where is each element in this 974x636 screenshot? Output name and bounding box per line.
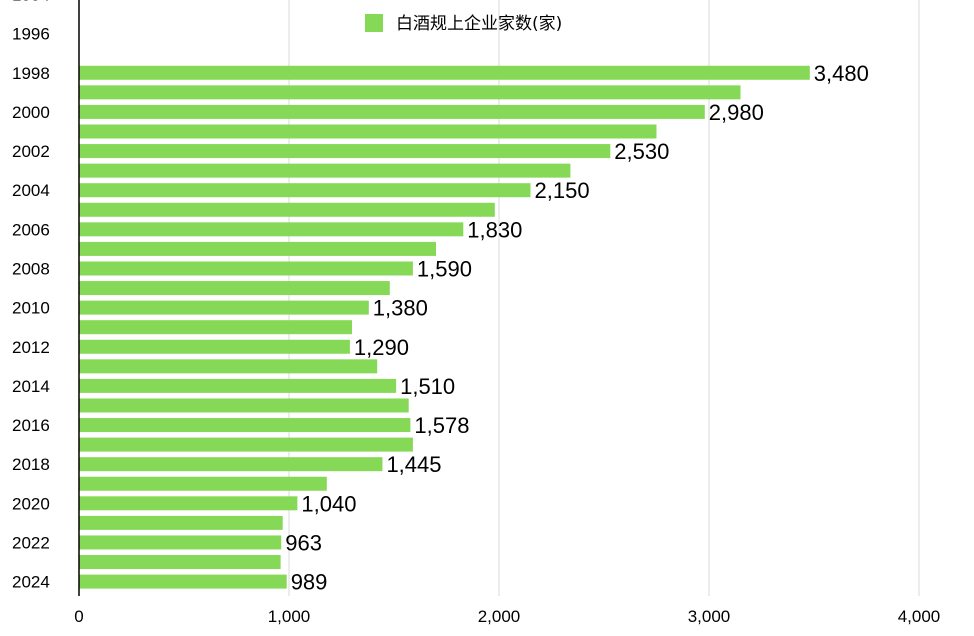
y-tick-label: 2004: [12, 181, 50, 200]
bar: [79, 65, 810, 80]
bar: [79, 222, 464, 237]
y-axis-labels: 1994 1996 1998 2000 2002 2004 2006 2008 2010 2012…: [12, 0, 50, 592]
y-tick-label: 2002: [12, 142, 50, 161]
data-label: 963: [285, 530, 322, 555]
x-tick-label: 3,000: [688, 607, 731, 626]
bar: [79, 339, 350, 354]
bar: [79, 183, 531, 198]
data-label: 2,150: [535, 178, 590, 203]
y-tick-label: 2014: [12, 377, 50, 396]
bar: [79, 437, 413, 452]
y-tick-label: 1998: [12, 64, 50, 83]
bars-group: [79, 65, 810, 589]
bar: [79, 241, 436, 256]
y-tick-label: 2018: [12, 455, 50, 474]
data-label: 3,480: [814, 61, 869, 86]
y-tick-label: 1996: [12, 25, 50, 44]
data-label: 1,590: [417, 256, 472, 281]
bar: [79, 300, 369, 315]
y-tick-label: 2000: [12, 103, 50, 122]
bar: [79, 124, 657, 139]
bar: [79, 163, 571, 178]
bar: [79, 555, 281, 570]
bar: [79, 398, 409, 413]
data-label: 989: [291, 570, 328, 595]
data-labels-group: 3,480 2,980 2,530 2,150 1,830 1,590 1,380 1,290…: [285, 61, 869, 595]
data-label: 1,578: [414, 413, 469, 438]
y-tick-label: 2024: [12, 573, 50, 592]
bar: [79, 457, 383, 472]
bar: [79, 574, 287, 589]
x-tick-label: 4,000: [898, 607, 941, 626]
data-label: 2,530: [614, 139, 669, 164]
bar: [79, 535, 282, 550]
y-tick-label: 2006: [12, 220, 50, 239]
bar: [79, 515, 283, 530]
data-label: 1,830: [467, 217, 522, 242]
y-tick-label: 1994: [12, 0, 50, 5]
bar: [79, 320, 352, 335]
data-label: 1,380: [373, 296, 428, 321]
data-label: 1,510: [400, 374, 455, 399]
bar: [79, 202, 495, 217]
y-tick-label: 2020: [12, 494, 50, 513]
bar: [79, 378, 397, 393]
data-label: 1,040: [301, 491, 356, 516]
bar: [79, 261, 413, 276]
bar: [79, 104, 705, 119]
y-tick-label: 2016: [12, 416, 50, 435]
x-tick-label: 0: [74, 607, 83, 626]
legend-swatch: [365, 14, 383, 32]
bar: [79, 144, 611, 159]
legend-label: 白酒规上企业家数(家): [396, 14, 562, 34]
bar: [79, 359, 378, 374]
legend: 白酒规上企业家数(家): [365, 14, 562, 34]
bar: [79, 85, 741, 100]
bar: [79, 281, 390, 296]
y-tick-label: 2012: [12, 338, 50, 357]
x-axis-labels: 0 1,000 2,000 3,000 4,000: [74, 607, 940, 626]
data-label: 1,445: [386, 452, 441, 477]
bar: [79, 496, 298, 511]
bar: [79, 476, 327, 491]
x-tick-label: 2,000: [478, 607, 521, 626]
data-label: 1,290: [354, 335, 409, 360]
y-tick-label: 2008: [12, 259, 50, 278]
y-tick-label: 2022: [12, 533, 50, 552]
x-tick-label: 1,000: [268, 607, 311, 626]
data-label: 2,980: [709, 100, 764, 125]
y-tick-label: 2010: [12, 299, 50, 318]
bar: [79, 418, 411, 433]
